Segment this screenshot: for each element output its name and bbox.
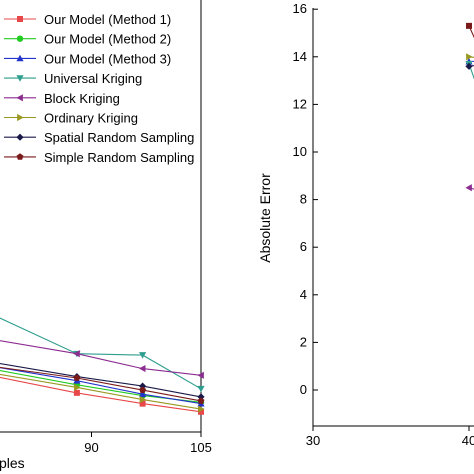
right-series-line-block-kriging (468, 187, 474, 190)
right-x-tick-label: 40 (462, 433, 474, 448)
left-point-our-model-method-1 (73, 389, 80, 396)
left-point-ordinary-kriging (74, 383, 81, 392)
right-y-axis-title: Absolute Error (257, 173, 273, 263)
legend-label-our-model-method-2: Our Model (Method 2) (44, 32, 171, 47)
right-axes (312, 8, 474, 427)
left-point-universal-kriging (139, 352, 147, 359)
right-y-tick-label: 6 (300, 239, 307, 254)
right-x-tick-label: 30 (306, 433, 320, 448)
right-y-tick-label: 4 (300, 287, 307, 302)
legend-marker-our-model-method-1 (17, 16, 23, 22)
left-point-ordinary-kriging (139, 396, 147, 404)
left-x-tick-label: 105 (190, 440, 212, 455)
right-point-ordinary-kriging (466, 53, 473, 61)
legend-label-our-model-method-1: Our Model (Method 1) (44, 12, 171, 27)
legend-label-universal-kriging: Universal Kriging (44, 71, 142, 86)
left-point-block-kriging (197, 371, 204, 379)
left-series-line-universal-kriging (0, 317, 202, 390)
left-point-simple-random-sampling (139, 386, 147, 394)
left-series-line-spatial-random-sampling (0, 363, 202, 398)
left-x-tick-label: 90 (84, 440, 98, 455)
legend: Our Model (Method 1) Our Model (Method 2)… (4, 12, 194, 165)
legend-label-ordinary-kriging: Ordinary Kriging (44, 111, 138, 126)
left-point-our-model-method-3 (139, 390, 147, 398)
left-x-axis-title: ...ples (0, 455, 25, 471)
left-series-line-ordinary-kriging (0, 373, 202, 410)
right-point-block-kriging (465, 184, 472, 192)
legend-marker-ordinary-kriging (17, 113, 24, 122)
left-series-line-block-kriging (0, 340, 202, 376)
left-point-simple-random-sampling (73, 374, 81, 381)
left-point-universal-kriging (197, 385, 205, 393)
left-point-ordinary-kriging (198, 405, 205, 413)
right-y-tick-label: 14 (293, 49, 307, 64)
legend-label-spatial-random-sampling: Spatial Random Sampling (44, 130, 194, 145)
right-chart: 024681012141630405060 Absolute Error (257, 1, 474, 448)
right-y-tick-label: 0 (300, 382, 307, 397)
right-point-simple-random-sampling (466, 22, 472, 29)
legend-marker-our-model-method-2 (16, 35, 24, 42)
legend-marker-our-model-method-3 (16, 54, 24, 62)
left-series-layer (0, 317, 205, 415)
right-series-layer (465, 22, 474, 192)
right-y-tick-label: 12 (293, 96, 307, 111)
legend-marker-block-kriging (16, 94, 23, 102)
right-point-spatial-random-sampling (465, 62, 473, 70)
left-point-spatial-random-sampling (197, 393, 205, 401)
legend-marker-spatial-random-sampling (16, 133, 24, 141)
legend-label-simple-random-sampling: Simple Random Sampling (44, 150, 194, 165)
right-y-tick-label: 10 (293, 144, 307, 159)
right-y-tick-label: 8 (300, 192, 307, 207)
left-chart: 90 105 ...ples (0, 0, 212, 471)
legend-label-block-kriging: Block Kriging (44, 91, 120, 106)
left-axes (0, 0, 202, 433)
right-series-line-universal-kriging (468, 63, 474, 80)
right-y-tick-label: 16 (293, 1, 307, 16)
right-series-line-spatial-random-sampling (468, 64, 474, 67)
left-point-block-kriging (139, 364, 146, 373)
left-tick-layer: 90 105 (84, 432, 212, 455)
left-point-block-kriging (73, 350, 80, 358)
legend-marker-universal-kriging (16, 75, 24, 82)
left-point-spatial-random-sampling (139, 382, 147, 390)
left-point-our-model-method-1 (198, 408, 204, 415)
right-series-line-our-model-method-3 (468, 60, 474, 63)
right-tick-layer: 024681012141630405060 (293, 1, 474, 448)
right-y-tick-label: 2 (300, 334, 307, 349)
left-point-simple-random-sampling (197, 397, 205, 404)
left-point-our-model-method-1 (139, 400, 146, 407)
left-series-line-simple-random-sampling (0, 366, 202, 402)
legend-marker-simple-random-sampling (16, 153, 24, 160)
legend-label-our-model-method-3: Our Model (Method 3) (44, 51, 171, 66)
